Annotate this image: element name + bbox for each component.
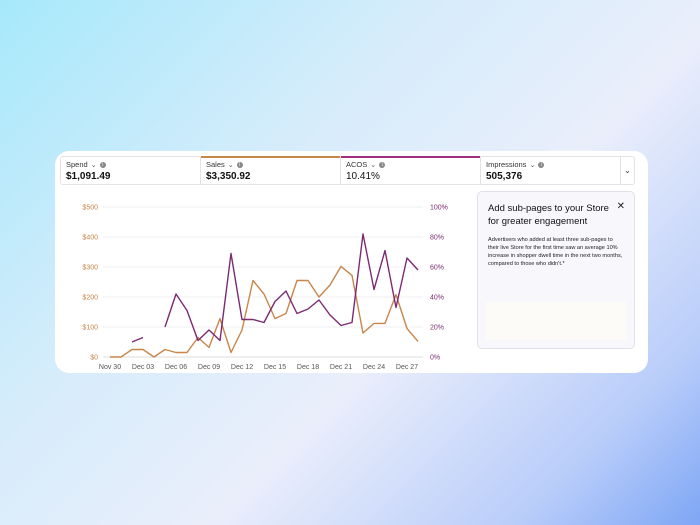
expand-metrics-chevron-icon[interactable]: ⌄ bbox=[624, 166, 631, 175]
x-tick-label: Dec 21 bbox=[330, 364, 352, 371]
y-right-tick-label: 80% bbox=[430, 235, 444, 242]
close-icon[interactable]: ✕ bbox=[616, 201, 625, 212]
metric-impressions[interactable]: Impressions ⌄ i 505,376 bbox=[481, 157, 621, 184]
metric-value: 10.41% bbox=[346, 171, 380, 182]
sales-selected-bar bbox=[201, 156, 340, 158]
chevron-down-icon[interactable]: ⌄ bbox=[90, 161, 97, 169]
y-right-tick-label: 40% bbox=[430, 295, 444, 302]
x-tick-label: Dec 15 bbox=[264, 364, 286, 371]
y-left-tick-label: $200 bbox=[82, 295, 98, 302]
y-left-tick-label: $500 bbox=[82, 205, 98, 212]
x-tick-label: Dec 09 bbox=[198, 364, 220, 371]
x-tick-label: Dec 27 bbox=[396, 364, 418, 371]
x-tick-label: Dec 18 bbox=[297, 364, 319, 371]
performance-card: Spend ⌄ i $1,091.49 Sales ⌄ i $3,350.92 ACOS… bbox=[55, 151, 648, 373]
y-right-tick-label: 60% bbox=[430, 265, 444, 272]
chevron-down-icon[interactable]: ⌄ bbox=[529, 161, 536, 169]
recommendation-body: Advertisers who added at least three sub… bbox=[488, 237, 623, 267]
metric-tabs: Spend ⌄ i $1,091.49 Sales ⌄ i $3,350.92 ACOS… bbox=[60, 156, 635, 185]
sales-acos-chart: $0 0% $100 20% $200 40% $300 60% $400 80% $500 100%… bbox=[82, 205, 448, 372]
y-left-tick-label: $100 bbox=[82, 325, 98, 332]
metric-label: ACOS bbox=[346, 160, 368, 169]
x-tick-label: Nov 30 bbox=[99, 364, 121, 371]
recommendation-panel: Add sub-pages to your Store for greater … bbox=[477, 191, 635, 349]
metric-label: Spend bbox=[66, 160, 88, 169]
y-left-tick-label: $400 bbox=[82, 235, 98, 242]
series-line-acos bbox=[131, 233, 419, 343]
metric-label: Impressions bbox=[486, 160, 527, 169]
metric-value: $3,350.92 bbox=[206, 171, 251, 182]
y-right-tick-label: 0% bbox=[430, 355, 440, 362]
y-left-tick-label: $0 bbox=[90, 355, 98, 362]
metric-acos[interactable]: ACOS ⌄ i 10.41% bbox=[341, 156, 481, 184]
metric-spend[interactable]: Spend ⌄ i $1,091.49 bbox=[61, 157, 201, 184]
chevron-down-icon[interactable]: ⌄ bbox=[370, 161, 377, 169]
x-tick-label: Dec 24 bbox=[363, 364, 385, 371]
info-icon[interactable]: i bbox=[379, 161, 386, 168]
metric-value: $1,091.49 bbox=[66, 171, 111, 182]
y-left-tick-label: $300 bbox=[82, 265, 98, 272]
info-icon[interactable]: i bbox=[99, 161, 106, 168]
metric-value: 505,376 bbox=[486, 171, 523, 182]
y-right-tick-label: 20% bbox=[430, 325, 444, 332]
metric-sales[interactable]: Sales ⌄ i $3,350.92 bbox=[201, 156, 341, 184]
x-tick-label: Dec 12 bbox=[231, 364, 253, 371]
acos-selected-bar bbox=[341, 156, 480, 158]
recommendation-footer bbox=[486, 302, 626, 340]
recommendation-title: Add sub-pages to your Store for greater … bbox=[488, 203, 609, 227]
info-icon[interactable]: i bbox=[538, 161, 545, 168]
x-tick-label: Dec 03 bbox=[132, 364, 154, 371]
metric-label: Sales bbox=[206, 160, 225, 169]
info-icon[interactable]: i bbox=[236, 161, 243, 168]
y-right-tick-label: 100% bbox=[430, 205, 448, 212]
x-tick-label: Dec 06 bbox=[165, 364, 187, 371]
chevron-down-icon[interactable]: ⌄ bbox=[227, 161, 234, 169]
